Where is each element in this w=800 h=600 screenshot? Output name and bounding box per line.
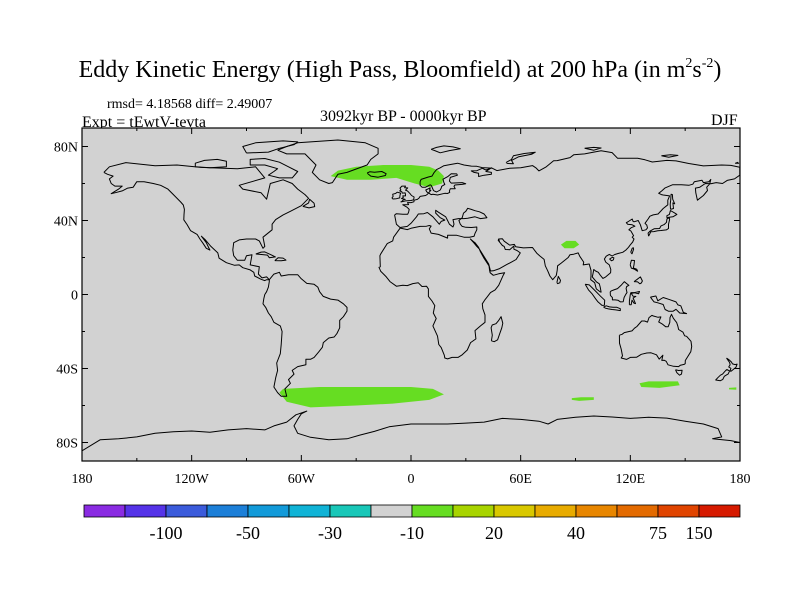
latitude-labels: 80N 40N 0 40S 80S (54, 141, 78, 452)
colorbar-box (494, 505, 535, 517)
colorbar-label: -50 (236, 523, 260, 543)
colorbar-label: 20 (485, 523, 503, 543)
colorbar-box (412, 505, 453, 517)
colorbar-box (617, 505, 658, 517)
lon-label: 60E (509, 472, 532, 487)
colorbar-box (535, 505, 576, 517)
colorbar-box (84, 505, 125, 517)
lat-label: 40N (54, 215, 78, 230)
colorbar-box (699, 505, 740, 517)
colorbar-box (248, 505, 289, 517)
colorbar-box (207, 505, 248, 517)
colorbar-label: -30 (318, 523, 342, 543)
colorbar-box (658, 505, 699, 517)
map-figure: 80N 40N 0 40S 80S 180 120W 60W 0 60E 120E 180 -100… (0, 0, 800, 600)
lon-label: 180 (730, 472, 751, 487)
lon-label: 60W (288, 472, 316, 487)
lat-label: 80N (54, 141, 78, 156)
colorbar-label: 75 (649, 523, 667, 543)
lat-label: 80S (56, 437, 78, 452)
colorbar-label: -100 (150, 523, 183, 543)
longitude-labels: 180 120W 60W 0 60E 120E 180 (72, 472, 751, 487)
colorbar-box (166, 505, 207, 517)
colorbar-box (289, 505, 330, 517)
lon-label: 180 (72, 472, 93, 487)
colorbar-label: -10 (400, 523, 424, 543)
colorbar-box (453, 505, 494, 517)
colorbar-label: 40 (567, 523, 585, 543)
colorbar-box (125, 505, 166, 517)
colorbar-box (371, 505, 412, 517)
lat-label: 0 (71, 289, 78, 304)
colorbar: -100 -50 -30 -10 20 40 75 150 (84, 505, 740, 543)
lon-label: 0 (408, 472, 415, 487)
lon-label: 120W (175, 472, 210, 487)
lon-label: 120E (616, 472, 646, 487)
colorbar-label: 150 (686, 523, 713, 543)
lat-label: 40S (56, 363, 78, 378)
colorbar-box (576, 505, 617, 517)
colorbar-box (330, 505, 371, 517)
